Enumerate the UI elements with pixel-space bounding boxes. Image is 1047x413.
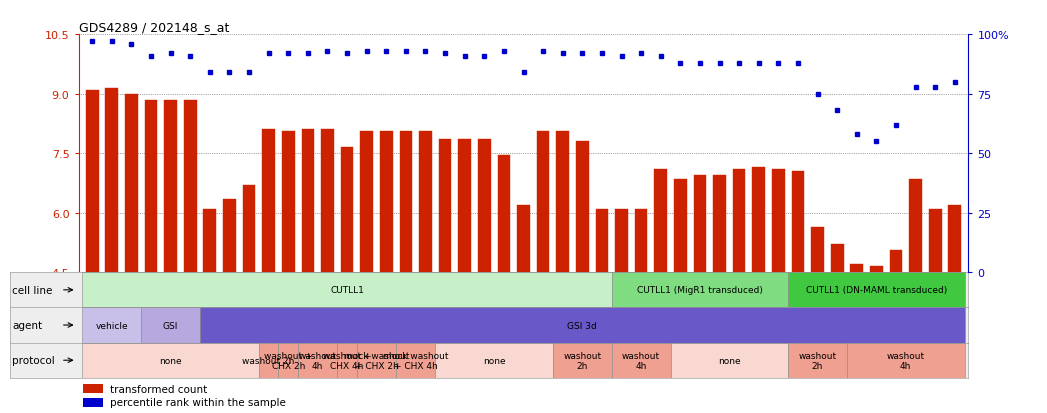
Bar xyxy=(890,251,903,273)
Text: GSI: GSI xyxy=(163,321,178,330)
Text: washout
4h: washout 4h xyxy=(622,351,661,370)
Text: agent: agent xyxy=(12,320,42,330)
Bar xyxy=(788,343,847,378)
Bar xyxy=(396,343,436,378)
Bar xyxy=(144,100,157,273)
Text: washout
2h: washout 2h xyxy=(563,351,601,370)
Bar xyxy=(811,227,824,273)
Bar xyxy=(380,132,393,273)
Text: mock washout
+ CHX 2h: mock washout + CHX 2h xyxy=(343,351,409,370)
Bar xyxy=(674,180,687,273)
Bar xyxy=(83,308,141,343)
Text: transformed count: transformed count xyxy=(110,384,207,394)
Bar xyxy=(340,148,354,273)
Text: GDS4289 / 202148_s_at: GDS4289 / 202148_s_at xyxy=(79,21,229,34)
Bar xyxy=(654,170,667,273)
Bar xyxy=(203,209,217,273)
Text: washout
4h: washout 4h xyxy=(887,351,925,370)
Bar xyxy=(83,273,611,308)
Text: washout 2h: washout 2h xyxy=(243,356,295,365)
Bar xyxy=(517,205,530,273)
Bar xyxy=(847,343,964,378)
Bar xyxy=(670,343,788,378)
Bar xyxy=(106,88,118,273)
Text: CUTLL1: CUTLL1 xyxy=(330,286,364,294)
Text: CUTLL1 (DN-MAML transduced): CUTLL1 (DN-MAML transduced) xyxy=(806,286,946,294)
Bar xyxy=(788,273,964,308)
Bar xyxy=(830,245,844,273)
Bar xyxy=(259,343,279,378)
Bar xyxy=(263,130,275,273)
Bar xyxy=(611,273,788,308)
Bar xyxy=(357,343,396,378)
Text: washout +
CHX 4h: washout + CHX 4h xyxy=(322,351,372,370)
Text: washout
2h: washout 2h xyxy=(799,351,837,370)
Bar xyxy=(86,90,98,273)
Text: washout +
CHX 2h: washout + CHX 2h xyxy=(264,351,312,370)
Bar xyxy=(439,140,451,273)
Bar xyxy=(459,140,471,273)
Bar xyxy=(184,100,197,273)
Text: percentile rank within the sample: percentile rank within the sample xyxy=(110,397,286,407)
Bar xyxy=(321,130,334,273)
Text: none: none xyxy=(159,356,182,365)
Bar xyxy=(611,343,670,378)
Bar xyxy=(733,170,745,273)
Bar xyxy=(556,132,570,273)
Bar xyxy=(477,140,491,273)
Bar xyxy=(83,398,103,406)
Bar xyxy=(141,308,200,343)
Bar xyxy=(929,209,941,273)
Text: protocol: protocol xyxy=(12,355,54,366)
Bar xyxy=(792,172,804,273)
Bar xyxy=(753,168,765,273)
Bar xyxy=(537,132,550,273)
Bar xyxy=(282,132,294,273)
Bar xyxy=(772,170,784,273)
Bar xyxy=(279,343,298,378)
Bar xyxy=(400,132,413,273)
Bar xyxy=(949,205,961,273)
Bar xyxy=(200,308,964,343)
Bar xyxy=(576,142,588,273)
Text: CUTLL1 (MigR1 transduced): CUTLL1 (MigR1 transduced) xyxy=(637,286,763,294)
Bar xyxy=(850,265,863,273)
Bar xyxy=(870,267,883,273)
Bar xyxy=(419,132,431,273)
Bar xyxy=(164,100,177,273)
Bar xyxy=(83,384,103,393)
Text: cell line: cell line xyxy=(12,285,52,295)
Text: none: none xyxy=(483,356,506,365)
Bar xyxy=(298,343,337,378)
Text: GSI 3d: GSI 3d xyxy=(567,321,597,330)
Bar xyxy=(616,209,628,273)
Text: washout
4h: washout 4h xyxy=(298,351,337,370)
Bar xyxy=(634,209,647,273)
Bar xyxy=(83,343,259,378)
Text: mock washout
+ CHX 4h: mock washout + CHX 4h xyxy=(383,351,448,370)
Bar xyxy=(497,156,510,273)
Bar xyxy=(125,95,138,273)
Bar xyxy=(243,185,255,273)
Bar xyxy=(693,176,707,273)
Text: none: none xyxy=(718,356,740,365)
Bar xyxy=(302,130,314,273)
Bar xyxy=(713,176,726,273)
Bar xyxy=(223,199,236,273)
Bar xyxy=(360,132,373,273)
Bar xyxy=(436,343,553,378)
Bar xyxy=(553,343,611,378)
Bar xyxy=(909,180,922,273)
Bar xyxy=(596,209,608,273)
Text: vehicle: vehicle xyxy=(95,321,128,330)
Bar xyxy=(337,343,357,378)
